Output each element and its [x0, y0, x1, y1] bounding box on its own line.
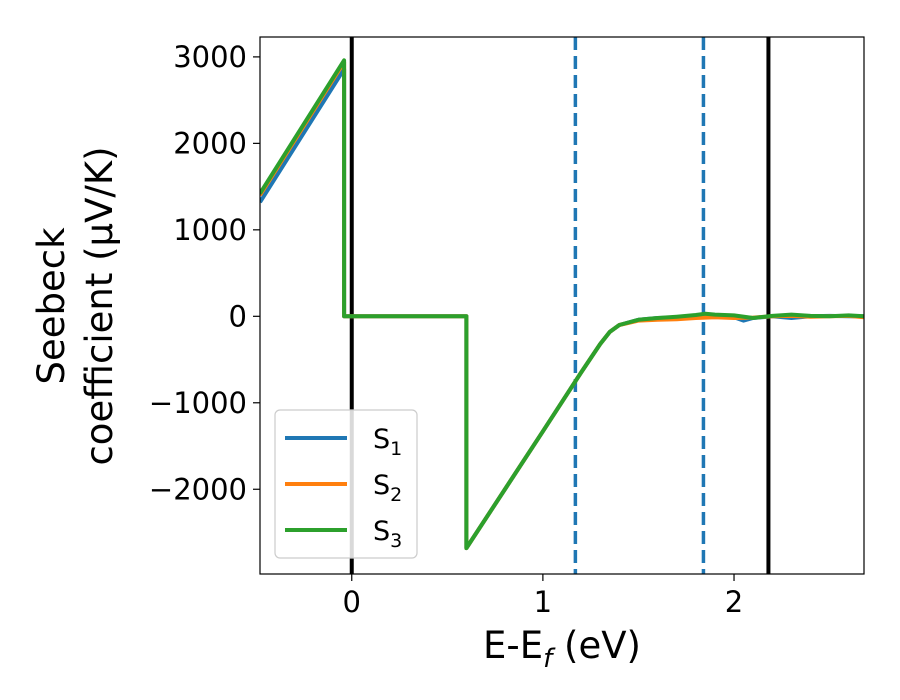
- legend: S1 S2 S3: [274, 409, 418, 559]
- y-tick-label: 2000: [173, 126, 247, 160]
- x-axis-title-unit: (eV): [552, 624, 641, 667]
- y-tick-label: −2000: [149, 472, 247, 506]
- series-lines: [260, 58, 864, 551]
- legend-label-3: S3: [373, 516, 402, 552]
- legend-label-2: S2: [373, 470, 402, 506]
- y-axis-ticks: 3000 2000 1000 0 −1000 −2000: [149, 40, 260, 506]
- x-tick-label: 1: [534, 585, 552, 619]
- x-tick-label: 0: [343, 585, 361, 619]
- x-axis-title: E-Ef (eV): [483, 624, 641, 674]
- y-tick-label: −1000: [149, 386, 247, 420]
- x-tick-label: 2: [725, 585, 743, 619]
- y-axis-title-line1: Seebeck: [30, 227, 73, 385]
- y-tick-label: 1000: [173, 213, 247, 247]
- plot-frame: [259, 36, 865, 575]
- y-axis-title: Seebeck coefficient (μV/K): [30, 146, 121, 465]
- legend-label-1: S1: [373, 424, 402, 460]
- y-axis-title-line2: coefficient (μV/K): [78, 146, 121, 465]
- x-axis-ticks: 0 1 2: [343, 574, 743, 619]
- y-tick-label: 0: [229, 299, 247, 333]
- y-tick-label: 3000: [173, 40, 247, 74]
- series-line-3: [260, 58, 864, 551]
